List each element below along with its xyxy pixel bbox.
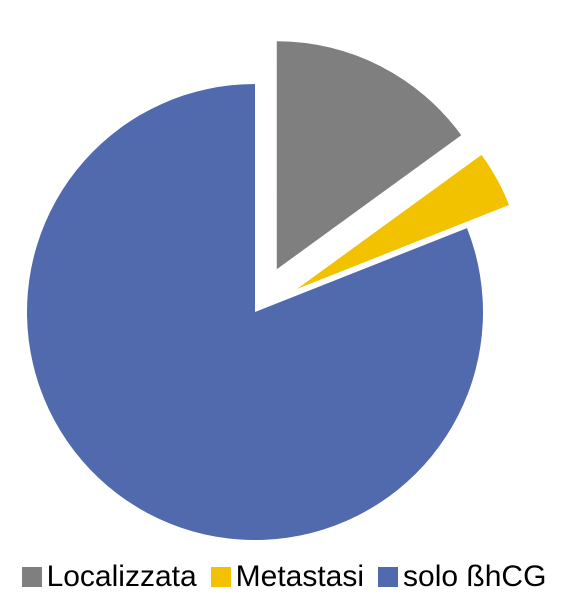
pie-slice-metastasi	[297, 154, 510, 289]
legend-item-localizzata: Localizzata	[21, 560, 197, 594]
pie-chart	[27, 41, 510, 541]
pie-slice-solo-hcg	[27, 84, 483, 541]
chart-legend: Localizzata Metastasi solo ßhCG	[0, 557, 568, 597]
legend-label-localizzata: Localizzata	[46, 560, 197, 593]
legend-swatch-metastasi	[210, 567, 231, 587]
legend-label-metastasi: Metastasi	[235, 560, 365, 593]
pie-slice-localizzata	[276, 41, 462, 270]
legend-item-solo-bhcg: solo ßhCG	[378, 560, 546, 594]
legend-swatch-solo-bhcg	[378, 567, 399, 587]
legend-item-metastasi: Metastasi	[210, 560, 365, 594]
legend-swatch-localizzata	[21, 567, 42, 587]
legend-label-solo-bhcg: solo ßhCG	[403, 560, 547, 593]
pie-slices	[27, 41, 510, 541]
